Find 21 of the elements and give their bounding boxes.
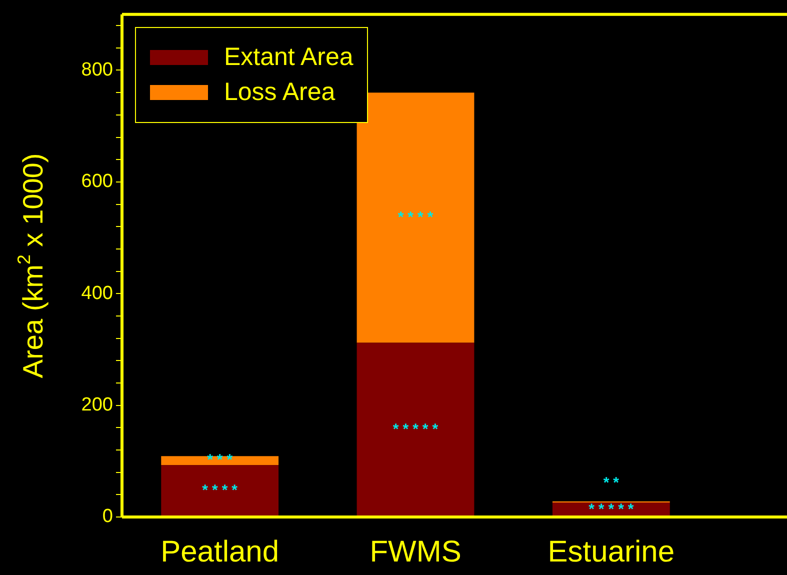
y-axis-title: Area (km2 x 1000) [14,153,49,378]
x-tick-label: Peatland [160,535,280,568]
y-tick-label: 600 [81,171,113,192]
bar [356,92,474,343]
x-tick-label: FWMS [370,535,462,568]
annotation: ***** [588,500,638,518]
y-tick-label: 400 [81,282,113,304]
legend-label: Extant Area [224,43,354,72]
y-tick-label: 800 [81,59,113,80]
bar [161,465,279,516]
annotation: *** [207,452,237,469]
annotation: **** [202,482,242,500]
annotation: ***** [392,421,442,438]
y-tick-label: 200 [81,394,113,416]
bar [356,342,474,516]
y-tick-label: 0 [102,506,113,528]
x-tick-label: Estuarine [548,535,675,568]
annotation: ** [603,474,624,492]
legend-label: Loss Area [224,78,336,107]
bar [161,456,279,466]
annotation: **** [398,208,438,226]
